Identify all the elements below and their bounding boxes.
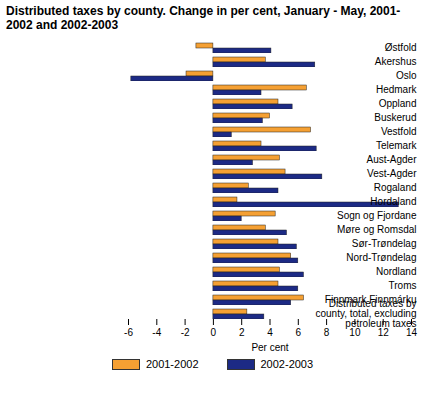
svg-text:Telemark: Telemark	[376, 140, 418, 151]
svg-text:Vest-Agder: Vest-Agder	[367, 168, 417, 179]
svg-text:Østfold: Østfold	[385, 42, 417, 53]
svg-text:-2: -2	[181, 327, 190, 338]
svg-text:Troms: Troms	[389, 280, 417, 291]
svg-text:Hordaland: Hordaland	[370, 196, 416, 207]
svg-text:-6: -6	[124, 327, 133, 338]
svg-text:6: 6	[296, 327, 302, 338]
html-text:2001-2002: 2001-2002	[145, 358, 199, 370]
svg-text:4: 4	[267, 327, 273, 338]
svg-text:Nordland: Nordland	[376, 266, 417, 277]
svg-text:Hedmark: Hedmark	[376, 84, 418, 95]
svg-text:Oppland: Oppland	[379, 98, 417, 109]
svg-text:8: 8	[324, 327, 330, 338]
html-text:Distributed taxes by county. C: Distributed taxes by county. Change in p…	[6, 4, 401, 32]
svg-text:2: 2	[239, 327, 245, 338]
svg-text:Nord-Trøndelag: Nord-Trøndelag	[346, 252, 416, 263]
svg-text:Oslo: Oslo	[396, 70, 417, 81]
html-text:2002-2003: 2002-2003	[260, 358, 314, 370]
svg-text:Aust-Agder: Aust-Agder	[366, 154, 417, 165]
svg-text:12: 12	[377, 326, 389, 338]
svg-text:0: 0	[211, 327, 217, 338]
svg-text:Rogaland: Rogaland	[374, 182, 417, 193]
svg-text:Sogn og Fjordane: Sogn og Fjordane	[337, 210, 417, 221]
svg-text:Per cent: Per cent	[251, 342, 288, 353]
svg-text:Distributed taxes bycounty, to: Distributed taxes bycounty, total, exclu…	[316, 298, 417, 329]
svg-text:Sør-Trøndelag: Sør-Trøndelag	[352, 238, 417, 249]
svg-text:14: 14	[405, 326, 418, 338]
svg-text:Møre og Romsdal: Møre og Romsdal	[337, 224, 416, 235]
svg-text:-4: -4	[152, 327, 161, 338]
svg-text:Buskerud: Buskerud	[374, 112, 416, 123]
svg-text:Vestfold: Vestfold	[381, 126, 417, 137]
svg-text:10: 10	[349, 326, 361, 338]
svg-text:Akershus: Akershus	[375, 56, 417, 67]
